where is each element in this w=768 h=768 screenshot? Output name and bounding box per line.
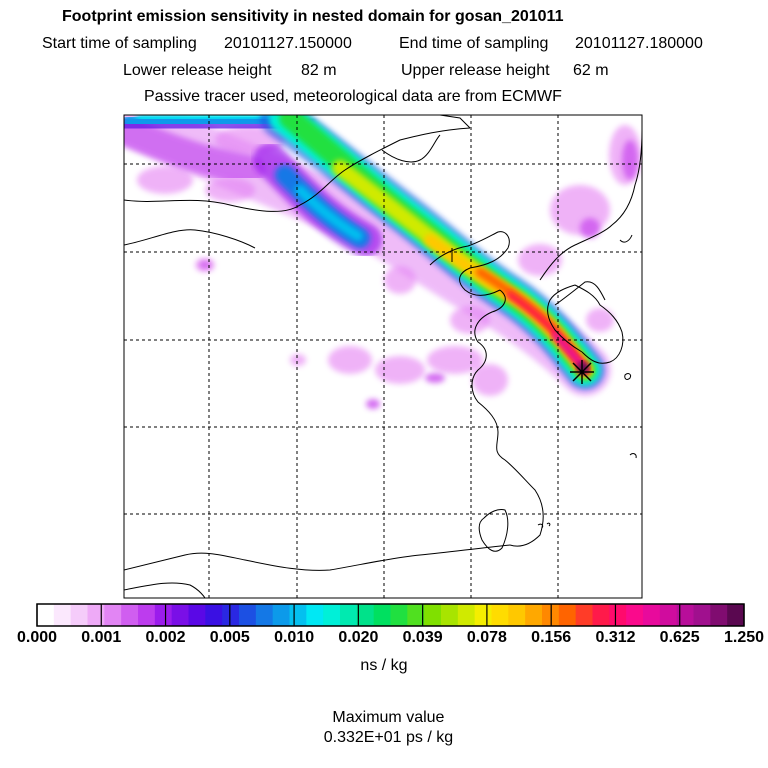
colorbar-tick-label: 0.625 (659, 629, 700, 646)
colorbar-swatch (222, 604, 240, 626)
start-time-value: 20101127.150000 (224, 35, 352, 52)
colorbar-swatch (171, 604, 189, 626)
colorbar-tick-label: 0.000 (16, 629, 58, 646)
colorbar-swatch (626, 604, 644, 626)
colorbar-swatch (323, 604, 341, 626)
colorbar-swatch (104, 604, 122, 626)
colorbar-tick-label: 0.156 (531, 629, 572, 646)
colorbar-swatch (239, 604, 257, 626)
maximum-value-number: 0.332E+01 ps / kg (323, 729, 454, 746)
colorbar-tick-label: 0.078 (466, 629, 507, 646)
colorbar-swatch (154, 604, 173, 626)
colorbar-tick-label: 0.005 (209, 629, 250, 646)
colorbar-swatch (53, 604, 72, 626)
end-time-value: 20101127.180000 (575, 35, 703, 52)
colorbar-swatch (390, 604, 408, 626)
colorbar-tick-label: 0.001 (81, 629, 122, 646)
colorbar-tick-label: 0.312 (595, 629, 636, 646)
colorbar-swatch (356, 604, 375, 626)
colorbar-tick-label: 0.020 (338, 629, 379, 646)
colorbar-units: ns / kg (360, 657, 408, 674)
colorbar-swatch (70, 604, 88, 626)
upper-release-label: Upper release height (401, 62, 550, 79)
colorbar-swatch (407, 604, 425, 626)
colorbar-swatch (474, 604, 492, 626)
tracer-note: Passive tracer used, meteorological data… (144, 88, 562, 105)
maximum-value: Maximum value 0.332E+01 ps / kg (0, 688, 768, 748)
maximum-value-label: Maximum value (332, 709, 445, 726)
colorbar-swatch (575, 604, 593, 626)
colorbar-swatch (424, 604, 442, 626)
colorbar-swatch (727, 604, 745, 626)
colorbar-swatch (643, 604, 661, 626)
colorbar-tick-label: 0.002 (145, 629, 186, 646)
colorbar-swatch (441, 604, 459, 626)
colorbar-swatch (609, 604, 627, 626)
colorbar-swatch (138, 604, 156, 626)
colorbar-swatch (491, 604, 509, 626)
colorbar-swatch (188, 604, 206, 626)
colorbar-swatch (693, 604, 711, 626)
colorbar-swatch (37, 604, 55, 626)
colorbar-swatch (306, 604, 324, 626)
colorbar-swatch (121, 604, 139, 626)
map-frame (123, 114, 643, 599)
colorbar-tick-label: 0.010 (274, 629, 315, 646)
colorbar-swatch (592, 604, 610, 626)
colorbar-swatch (255, 604, 274, 626)
colorbar-swatch (710, 604, 728, 626)
colorbar-tick-label: 1.250 (723, 629, 765, 646)
colorbar-swatch (676, 604, 694, 626)
colorbar (36, 603, 745, 627)
end-time-label: End time of sampling (399, 35, 549, 52)
start-time-label: Start time of sampling (42, 35, 197, 52)
colorbar-swatch (87, 604, 105, 626)
colorbar-swatch (289, 604, 307, 626)
colorbar-swatch (525, 604, 543, 626)
sensitivity-field (124, 115, 641, 409)
upper-release-value: 62 m (573, 62, 609, 79)
plot-title: Footprint emission sensitivity in nested… (62, 8, 564, 25)
colorbar-swatch (558, 604, 577, 626)
receptor-star-marker (570, 360, 594, 384)
colorbar-swatch (373, 604, 391, 626)
colorbar-swatch (659, 604, 678, 626)
coastlines (124, 115, 642, 598)
colorbar-swatch (272, 604, 290, 626)
lower-release-value: 82 m (301, 62, 337, 79)
colorbar-swatch (205, 604, 223, 626)
colorbar-swatch (457, 604, 476, 626)
lat-lon-grid (124, 115, 642, 598)
colorbar-tick-label: 0.039 (402, 629, 443, 646)
colorbar-swatch (340, 604, 358, 626)
lower-release-label: Lower release height (123, 62, 272, 79)
colorbar-swatch (508, 604, 526, 626)
